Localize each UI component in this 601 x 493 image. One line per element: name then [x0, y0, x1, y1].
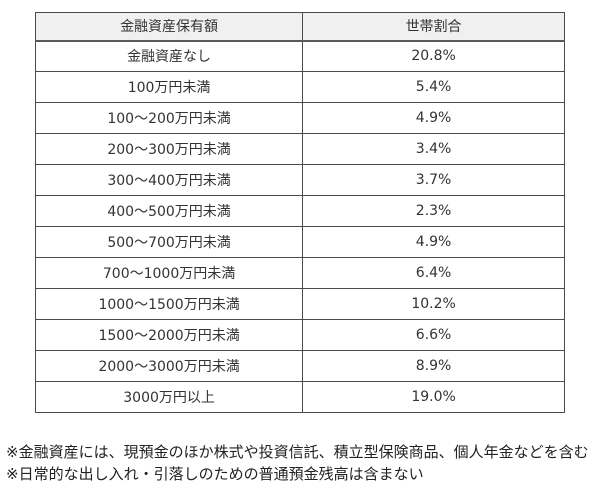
table-row: 200〜300万円未満 3.4% [34, 133, 565, 165]
asset-range-cell: 100〜200万円未満 [34, 102, 304, 134]
household-share-cell: 2.3% [302, 195, 565, 227]
footnotes: ※金融資産には、現預金のほか株式や投資信託、積立型保険商品、個人年金などを含む … [6, 441, 589, 485]
household-share-cell: 19.0% [302, 381, 565, 413]
household-share-cell: 20.8% [302, 40, 565, 72]
column-header-household-share: 世帯割合 [302, 12, 565, 42]
asset-range-cell: 1000〜1500万円未満 [34, 288, 304, 320]
asset-range-cell: 700〜1000万円未満 [34, 257, 304, 289]
table-row: 700〜1000万円未満 6.4% [34, 257, 565, 289]
table-row: 3000万円以上 19.0% [34, 381, 565, 413]
household-share-cell: 10.2% [302, 288, 565, 320]
footnote-assets-included: ※金融資産には、現預金のほか株式や投資信託、積立型保険商品、個人年金などを含む [6, 443, 589, 461]
asset-range-cell: 100万円未満 [34, 71, 304, 103]
table-row: 500〜700万円未満 4.9% [34, 226, 565, 258]
table-row: 100万円未満 5.4% [34, 71, 565, 103]
column-header-asset-amount: 金融資産保有額 [34, 12, 304, 42]
table-row: 2000〜3000万円未満 8.9% [34, 350, 565, 382]
asset-range-cell: 1500〜2000万円未満 [34, 319, 304, 351]
footnote-deposits-excluded: ※日常的な出し入れ・引落しのための普通預金残高は含まない [6, 465, 424, 483]
table-row: 1500〜2000万円未満 6.6% [34, 319, 565, 351]
household-share-cell: 6.4% [302, 257, 565, 289]
asset-range-cell: 500〜700万円未満 [34, 226, 304, 258]
table-row: 100〜200万円未満 4.9% [34, 102, 565, 134]
household-share-cell: 8.9% [302, 350, 565, 382]
household-share-cell: 5.4% [302, 71, 565, 103]
table-row: 400〜500万円未満 2.3% [34, 195, 565, 227]
table-row: 金融資産なし 20.8% [34, 40, 565, 72]
table-row: 1000〜1500万円未満 10.2% [34, 288, 565, 320]
asset-range-cell: 200〜300万円未満 [34, 133, 304, 165]
asset-range-cell: 300〜400万円未満 [34, 164, 304, 196]
household-share-cell: 4.9% [302, 102, 565, 134]
household-share-cell: 6.6% [302, 319, 565, 351]
asset-range-cell: 金融資産なし [34, 40, 304, 72]
table-header-row: 金融資産保有額 世帯割合 [34, 12, 565, 42]
asset-range-cell: 3000万円以上 [34, 381, 304, 413]
asset-range-cell: 2000〜3000万円未満 [34, 350, 304, 382]
table-row: 300〜400万円未満 3.7% [34, 164, 565, 196]
household-share-cell: 4.9% [302, 226, 565, 258]
household-share-cell: 3.4% [302, 133, 565, 165]
financial-assets-table: 金融資産保有額 世帯割合 金融資産なし 20.8% 100万円未満 5.4% 1… [34, 12, 565, 413]
household-share-cell: 3.7% [302, 164, 565, 196]
asset-range-cell: 400〜500万円未満 [34, 195, 304, 227]
